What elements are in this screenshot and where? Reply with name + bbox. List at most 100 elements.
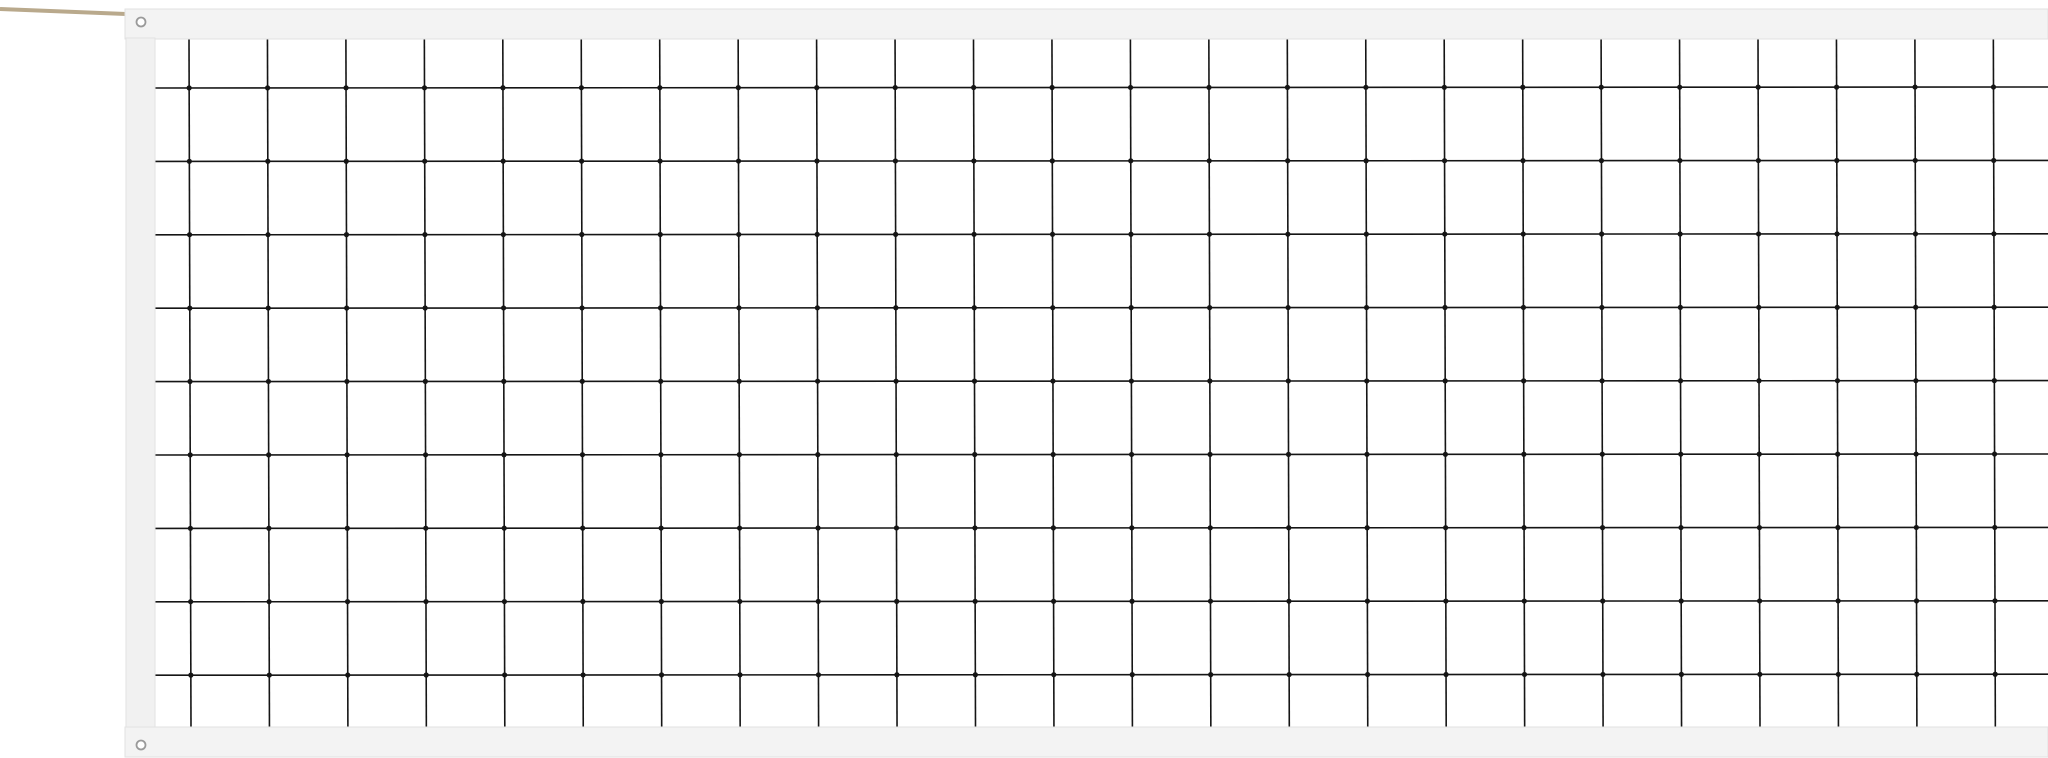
mesh-knot xyxy=(736,378,742,384)
mesh-knot xyxy=(1050,525,1056,531)
left-band xyxy=(125,37,156,729)
mesh-knot xyxy=(736,231,742,238)
mesh-horizontal-cord xyxy=(154,306,2048,310)
mesh-knot xyxy=(1364,671,1371,678)
mesh-knot xyxy=(815,452,821,458)
mesh-knot xyxy=(1755,231,1762,237)
mesh-knot xyxy=(1207,451,1213,458)
mesh-knot xyxy=(735,158,742,164)
mesh-knot xyxy=(1598,158,1605,164)
mesh-knot xyxy=(1756,378,1762,384)
mesh-knot xyxy=(1599,525,1606,531)
mesh-knot xyxy=(1521,525,1527,531)
mesh-knot xyxy=(1992,671,1998,677)
mesh-knot xyxy=(422,231,428,238)
mesh-knot xyxy=(1677,84,1683,90)
mesh-knot xyxy=(814,378,821,384)
mesh-knot xyxy=(580,672,586,678)
mesh-knot xyxy=(422,378,428,384)
mesh-knot xyxy=(265,158,271,164)
mesh-knot xyxy=(1285,158,1291,164)
mesh-knot xyxy=(971,305,977,311)
mesh-knot xyxy=(657,85,663,91)
mesh-knot xyxy=(1521,598,1527,604)
mesh-knot xyxy=(1991,378,1997,384)
mesh-knot xyxy=(265,232,271,238)
mesh-knot xyxy=(1285,451,1292,457)
mesh-knot xyxy=(1520,304,1527,311)
mesh-knot xyxy=(1441,158,1448,164)
mesh-knot xyxy=(344,305,350,311)
mesh-knot xyxy=(892,158,899,164)
mesh-knot xyxy=(500,305,507,311)
mesh-knot xyxy=(1441,84,1447,90)
mesh-knot xyxy=(1991,451,1998,457)
mesh-knot xyxy=(1206,158,1212,164)
mesh-knot xyxy=(1833,84,1840,90)
mesh-knot xyxy=(1991,231,1997,237)
mesh-horizontal-cord xyxy=(154,379,2048,383)
mesh-knot xyxy=(1678,671,1684,677)
mesh-knot xyxy=(736,525,743,531)
mesh-knot xyxy=(501,452,507,458)
mesh-knot xyxy=(1050,378,1056,384)
mesh-knot xyxy=(893,231,899,237)
mesh-knot xyxy=(658,378,664,384)
mesh-horizontal-cord xyxy=(154,86,2048,89)
mesh-knot xyxy=(579,158,585,164)
mesh-knot xyxy=(1835,524,1841,531)
mesh-knot xyxy=(421,85,428,91)
net-mesh xyxy=(154,37,2048,729)
mesh-knot xyxy=(1912,84,1918,90)
top-band xyxy=(124,8,2048,40)
mesh-knot xyxy=(1443,525,1449,531)
mesh-knot xyxy=(1128,158,1134,164)
mesh-knot xyxy=(187,378,193,385)
mesh-knot xyxy=(657,231,663,238)
mesh-knot xyxy=(971,378,978,384)
mesh-knot xyxy=(1677,231,1683,237)
mesh-knot xyxy=(1207,525,1213,531)
mesh-knot xyxy=(972,525,978,531)
mesh-knot xyxy=(579,305,585,311)
mesh-knot xyxy=(1364,598,1370,604)
mesh-knot xyxy=(266,525,272,531)
mesh-knot xyxy=(815,672,822,678)
mesh-horizontal-cord xyxy=(154,453,2048,456)
mesh-knot xyxy=(422,158,428,164)
mesh-knot xyxy=(1599,451,1605,457)
mesh-knot xyxy=(344,378,350,385)
mesh-knot xyxy=(1521,451,1527,457)
mesh-knot xyxy=(1991,157,1997,164)
mesh-knot xyxy=(1913,304,1919,310)
mesh-knot xyxy=(1677,304,1683,310)
mesh-knot xyxy=(893,525,900,531)
mesh-knot xyxy=(186,85,192,91)
mesh-knot xyxy=(1129,525,1135,531)
mesh-knot xyxy=(344,452,350,458)
mesh-knot xyxy=(1677,378,1684,384)
mesh-knot xyxy=(423,672,429,678)
mesh-knot xyxy=(266,452,272,458)
mesh-knot xyxy=(972,598,978,604)
mesh-knot xyxy=(1128,305,1134,311)
mesh-knot xyxy=(814,158,820,164)
mesh-knot xyxy=(1285,378,1291,384)
mesh-knot xyxy=(1206,231,1213,237)
bottom-band xyxy=(124,726,2048,758)
mesh-knot xyxy=(1442,231,1448,237)
mesh-knot xyxy=(265,305,271,311)
mesh-knot xyxy=(814,305,820,311)
mesh-knot xyxy=(1599,231,1605,237)
mesh-knot xyxy=(736,452,742,458)
mesh-knot xyxy=(186,158,192,164)
mesh-knot xyxy=(814,231,820,238)
mesh-knot xyxy=(893,305,899,311)
mesh-knot xyxy=(501,525,507,531)
mesh-knot xyxy=(343,232,350,238)
mesh-knot xyxy=(1521,378,1527,384)
mesh-knot xyxy=(264,85,271,91)
mesh-knot xyxy=(1835,671,1841,677)
mesh-knot xyxy=(736,305,742,311)
top-grommet-icon xyxy=(135,16,147,28)
